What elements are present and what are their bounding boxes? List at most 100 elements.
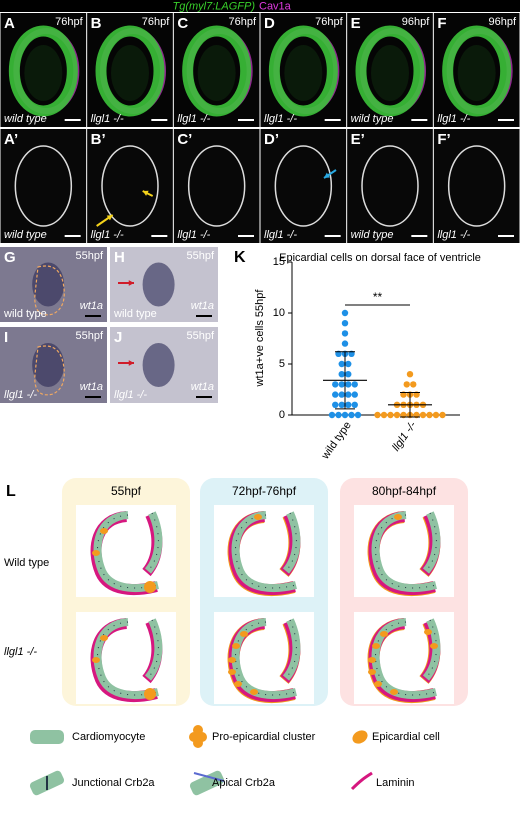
- legend-label: Cardiomyocyte: [72, 731, 145, 743]
- heart-lumen: [284, 45, 323, 101]
- data-point: [354, 411, 362, 419]
- crb2a: [285, 619, 297, 679]
- crb2a: [235, 514, 297, 589]
- panel-time: 96hpf: [402, 16, 430, 28]
- heart-signal-gfp: [95, 25, 165, 117]
- data-point: [332, 381, 339, 388]
- row-label: Wild type: [4, 557, 49, 569]
- significance: **: [373, 290, 383, 304]
- data-point: [393, 411, 401, 419]
- epicardial-cell: [374, 681, 382, 687]
- legend-label: Laminin: [376, 777, 415, 789]
- data-point: [345, 360, 352, 368]
- panel-label: C: [177, 15, 188, 32]
- panel-genotype: wild type: [4, 229, 47, 241]
- panel-label: D’: [264, 131, 279, 148]
- epicardial-cell: [92, 657, 100, 663]
- crb2a: [375, 621, 437, 696]
- panel-time: 55hpf: [186, 330, 214, 342]
- data-point: [341, 309, 349, 317]
- data-point: [345, 391, 352, 398]
- legend-icon: [193, 772, 225, 782]
- y-tick-label: 5: [279, 358, 285, 370]
- pro-epicardial-cluster: [144, 688, 156, 700]
- data-point: [338, 401, 345, 408]
- crb2a: [425, 619, 437, 679]
- data-point: [419, 411, 427, 419]
- stained-tissue: [142, 262, 175, 307]
- y-tick-label: 0: [279, 409, 285, 421]
- data-point: [374, 411, 381, 419]
- panel-genotype: wild type: [351, 229, 394, 241]
- legend-icon: [189, 770, 225, 796]
- panel-genotype: llgl1 -/-: [264, 113, 297, 125]
- data-point: [338, 371, 345, 378]
- crb2a: [425, 512, 437, 572]
- epicardial-cell: [368, 657, 376, 663]
- heart-signal-gfp: [355, 25, 425, 117]
- panel-label: K: [234, 249, 246, 266]
- heart-outline: [274, 145, 333, 227]
- data-point: [426, 411, 433, 419]
- panel-time: 76hpf: [315, 16, 343, 28]
- data-point: [439, 411, 446, 419]
- epicardial-cell: [380, 631, 388, 637]
- panel-label: L: [6, 483, 16, 500]
- panel-genotype: wild type: [113, 308, 157, 320]
- data-point: [338, 391, 345, 398]
- data-point: [332, 391, 339, 398]
- heart-outline: [447, 145, 506, 227]
- heart-outline: [34, 345, 65, 396]
- data-point: [432, 411, 440, 419]
- legend-icon: [193, 725, 203, 735]
- panel-genotype: wild type: [3, 308, 47, 320]
- panel-probe: wt1a: [191, 381, 214, 393]
- data-point: [403, 381, 410, 388]
- data-point: [341, 330, 349, 337]
- data-point: [338, 381, 345, 388]
- panel-label: G: [4, 249, 16, 266]
- data-point: [332, 401, 339, 408]
- stained-tissue: [32, 262, 65, 307]
- epicardial-cell: [228, 669, 236, 675]
- arrow-head: [128, 360, 134, 366]
- crb2a: [97, 514, 159, 589]
- panel-genotype: llgl1 -/-: [437, 229, 470, 241]
- epicardial-cell: [372, 643, 380, 649]
- panel-genotype: llgl1 -/-: [177, 229, 210, 241]
- legend-icon: [30, 730, 64, 744]
- legend-icon: [352, 730, 368, 744]
- heart-signal-gfp: [268, 25, 338, 117]
- panel-genotype: llgl1 -/-: [91, 229, 124, 241]
- epicardial-cell: [368, 669, 376, 675]
- y-axis-label: wt1a+ve cells 55hpf: [254, 289, 266, 388]
- crb2a: [147, 619, 159, 679]
- panel-genotype: llgl1 -/-: [4, 389, 37, 401]
- y-tick-label: 15: [273, 256, 285, 268]
- epicardial-cell: [254, 514, 262, 520]
- panel-label: A: [4, 15, 15, 32]
- arrow-head: [142, 190, 149, 196]
- data-point: [380, 411, 388, 419]
- panel-genotype: llgl1 -/-: [114, 389, 147, 401]
- panel-label: E’: [351, 131, 365, 148]
- arrow-head: [128, 280, 134, 286]
- panel-time: 96hpf: [488, 16, 516, 28]
- legend-label: Epicardial cell: [372, 731, 440, 743]
- heart-signal-gfp: [182, 25, 252, 117]
- data-point: [345, 371, 352, 378]
- data-point: [410, 381, 417, 388]
- panel-genotype: wild type: [351, 113, 394, 125]
- panel-genotype: llgl1 -/-: [177, 113, 210, 125]
- panel-probe: wt1a: [80, 300, 103, 312]
- arrow-head: [324, 172, 330, 178]
- crb2a: [235, 621, 297, 696]
- header-transgene: Tg(myl7:LAGFP): [172, 0, 255, 12]
- panel-time: 76hpf: [55, 16, 83, 28]
- data-point: [345, 401, 352, 408]
- panel-genotype: llgl1 -/-: [437, 113, 470, 125]
- panel-time: 55hpf: [75, 250, 103, 262]
- data-point: [335, 411, 342, 419]
- header-bar: [0, 0, 520, 12]
- panel-time: 55hpf: [186, 250, 214, 262]
